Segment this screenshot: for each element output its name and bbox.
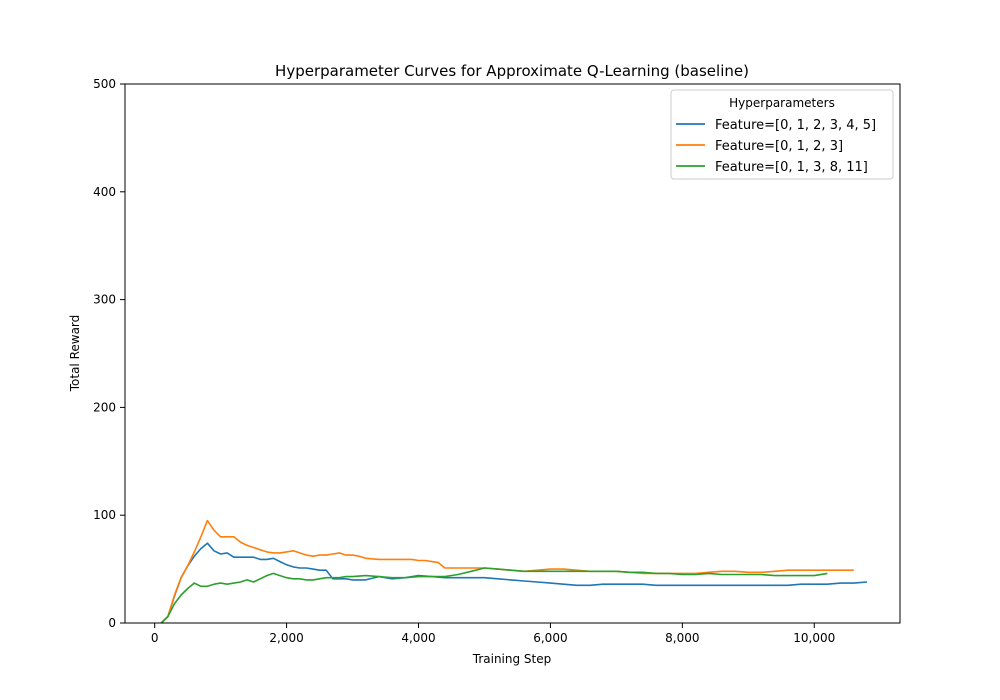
axes: 0 2,000 4,000 6,000 8,000 10,000 0 100 200 300 400… [93, 77, 901, 645]
legend-box [670, 89, 894, 180]
x-tick-label: 0 [151, 631, 159, 645]
legend-label-1: Feature=[0, 1, 2, 3, 4, 5] [715, 118, 876, 133]
series-line-2 [160, 519, 854, 624]
legend-label-2: Feature=[0, 1, 2, 3] [715, 139, 843, 154]
chart-title: Hyperparameter Curves for Approximate Q-… [275, 62, 749, 80]
legend-title: Hyperparameters [729, 96, 835, 110]
x-tick-label: 4,000 [401, 631, 435, 645]
plot-frame [124, 83, 901, 624]
x-axis-label: Training Step [472, 652, 552, 666]
x-tick-label: 6,000 [533, 631, 567, 645]
legend-label-3: Feature=[0, 1, 3, 8, 11] [715, 160, 868, 175]
x-tick-label: 10,000 [793, 631, 835, 645]
y-tick-label: 100 [93, 508, 116, 522]
y-axis-label: Total Reward [68, 315, 82, 393]
x-tick-label: 2,000 [269, 631, 303, 645]
series-line-3 [160, 567, 828, 624]
plot-area [160, 519, 868, 624]
series-line-1 [160, 542, 868, 624]
y-tick-label: 400 [93, 185, 116, 199]
legend: Hyperparameters Feature=[0, 1, 2, 3, 4, 5… [670, 89, 894, 180]
y-tick-label: 200 [93, 400, 116, 414]
y-tick-label: 500 [93, 77, 116, 91]
y-tick-label: 300 [93, 293, 116, 307]
y-tick-label: 0 [108, 616, 116, 630]
x-tick-label: 8,000 [665, 631, 699, 645]
